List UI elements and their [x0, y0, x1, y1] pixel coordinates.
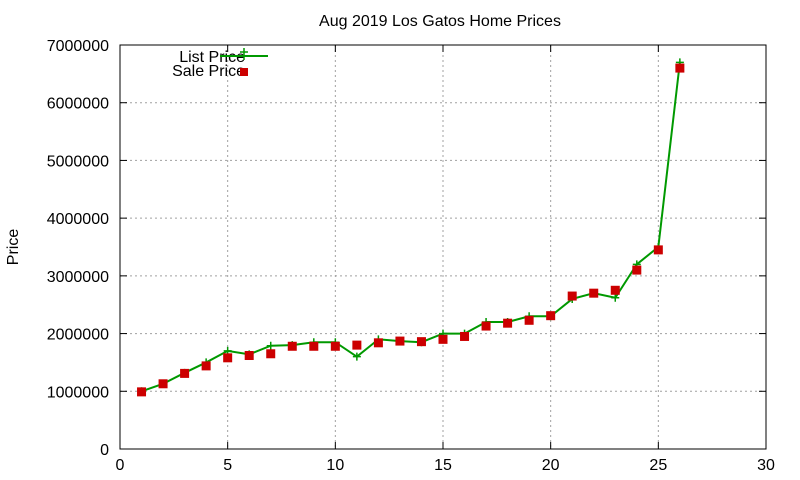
point-sale-price [610, 285, 620, 295]
x-tick-label: 20 [542, 457, 560, 474]
point-sale-price [438, 334, 448, 344]
point-sale-price [158, 379, 168, 389]
point-sale-price [546, 311, 556, 321]
y-tick-label: 3000000 [47, 269, 109, 286]
point-list-price [266, 341, 275, 350]
point-sale-price [137, 387, 147, 397]
x-tick-label: 0 [116, 457, 125, 474]
point-sale-price [524, 315, 534, 325]
point-sale-price [223, 353, 233, 363]
point-sale-price [653, 245, 663, 255]
x-tick-label: 30 [757, 457, 775, 474]
point-list-price [352, 352, 361, 361]
point-sale-price [287, 341, 297, 351]
point-sale-price [309, 341, 319, 351]
x-tick-label: 5 [223, 457, 232, 474]
legend-marker-sale-price [240, 68, 248, 76]
x-tick-label: 25 [649, 457, 667, 474]
y-tick-label: 2000000 [47, 327, 109, 344]
y-tick-label: 6000000 [47, 96, 109, 113]
axis-ticks: 0 5 10 15 20 25 30 0 1000000 2000000 3000000 400000… [47, 38, 775, 474]
point-sale-price [675, 63, 685, 73]
point-sale-price [395, 336, 405, 346]
y-axis-label: Price [5, 229, 22, 266]
point-sale-price [460, 331, 470, 341]
legend-label-sale-price: Sale Price [172, 63, 245, 80]
point-sale-price [481, 321, 491, 331]
x-tick-label: 10 [326, 457, 344, 474]
point-sale-price [589, 288, 599, 298]
point-sale-price [330, 341, 340, 351]
legend-marker-list-price [240, 48, 248, 60]
point-list-price [611, 293, 620, 302]
series-layer [137, 58, 685, 397]
y-tick-label: 5000000 [47, 153, 109, 170]
point-sale-price [266, 349, 276, 359]
point-sale-price [416, 337, 426, 347]
y-tick-label: 7000000 [47, 38, 109, 55]
y-tick-label: 0 [100, 442, 109, 459]
point-sale-price [244, 351, 254, 361]
x-tick-label: 15 [434, 457, 452, 474]
grid-lines [120, 45, 766, 449]
y-tick-label: 1000000 [47, 384, 109, 401]
point-sale-price [201, 361, 211, 371]
point-sale-price [352, 340, 362, 350]
y-tick-label: 4000000 [47, 211, 109, 228]
point-sale-price [373, 338, 383, 348]
series-line-list-price [141, 62, 681, 393]
legend: List Price Sale Price [172, 48, 268, 80]
legend-label-list-price: List Price [179, 49, 245, 66]
chart-title: Aug 2019 Los Gatos Home Prices [319, 13, 561, 30]
point-sale-price [180, 368, 190, 378]
point-sale-price [567, 291, 577, 301]
point-sale-price [632, 265, 642, 275]
point-sale-price [503, 318, 513, 328]
